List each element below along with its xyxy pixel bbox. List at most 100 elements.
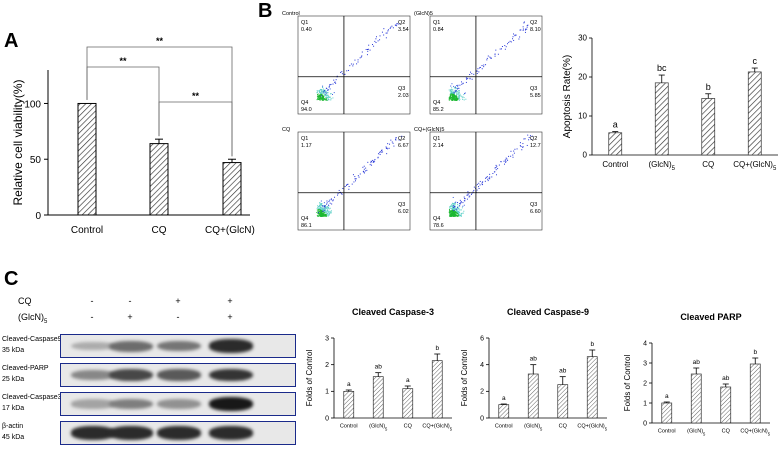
x-tick-label: (GlcN)5 xyxy=(369,424,388,432)
panel-letter-a: A xyxy=(4,30,19,52)
flow-dot xyxy=(320,92,322,94)
flow-dot xyxy=(365,48,367,50)
flow-dot xyxy=(324,89,326,91)
flow-dot xyxy=(456,85,458,87)
flow-dot xyxy=(324,94,326,96)
q3-label: Q3 xyxy=(530,86,537,92)
flow-dot xyxy=(456,209,458,211)
flow-dot xyxy=(375,38,377,40)
flow-dot xyxy=(450,214,452,216)
flow-dot xyxy=(494,171,496,173)
flow-dot xyxy=(395,24,397,26)
q1-value: 0.84 xyxy=(433,27,444,33)
flow-dot xyxy=(496,165,498,167)
flow-dot xyxy=(323,97,325,99)
flow-dot xyxy=(319,215,321,217)
flow-dot xyxy=(451,89,453,91)
flow-dot xyxy=(452,90,454,92)
q2-label: Q2 xyxy=(398,20,405,26)
flow-dot xyxy=(514,35,516,37)
flow-dot xyxy=(320,93,322,95)
flow-dot xyxy=(522,143,524,145)
flow-dot xyxy=(469,77,471,79)
flow-dot xyxy=(454,87,456,89)
flow-dot xyxy=(324,209,326,211)
flow-dot xyxy=(524,138,526,140)
x-tick-label: CQ+(GlcN)5 xyxy=(205,225,255,240)
flow-dot xyxy=(328,96,330,98)
x-tick-label: Control xyxy=(495,424,513,430)
flow-dots xyxy=(448,21,529,101)
flow-dot xyxy=(453,87,455,89)
flow-dot xyxy=(323,208,325,210)
flow-dot xyxy=(328,211,330,213)
blot-band xyxy=(209,339,253,353)
flow-dot xyxy=(466,198,468,200)
blot-band xyxy=(109,426,153,440)
flow-dot xyxy=(322,213,324,215)
flow-dot xyxy=(377,40,379,42)
flow-dot xyxy=(530,138,532,140)
flow-dot xyxy=(452,212,454,214)
flow-dot xyxy=(453,212,455,214)
flow-dot xyxy=(450,89,452,91)
condition-sign: - xyxy=(176,312,180,322)
flow-dot xyxy=(318,211,320,213)
flow-dot xyxy=(321,206,323,208)
flow-dot xyxy=(324,215,326,217)
x-tick-label: (GlcN)5 xyxy=(649,160,676,172)
flow-dot xyxy=(324,91,326,93)
flow-dot xyxy=(379,151,381,153)
flow-dot xyxy=(457,88,459,90)
flow-dot xyxy=(526,26,528,28)
flow-dot xyxy=(458,214,460,216)
flow-dot xyxy=(319,204,321,206)
flow-dot xyxy=(323,209,325,211)
flow-dot xyxy=(322,209,324,211)
q1-value: 0.40 xyxy=(301,27,312,33)
y-tick-label: 3 xyxy=(325,335,329,342)
flow-dot xyxy=(381,31,383,33)
flow-dot xyxy=(462,82,464,84)
flow-dot xyxy=(473,73,475,75)
flow-dot xyxy=(452,205,454,207)
flow-dot xyxy=(337,193,339,195)
flow-dot xyxy=(520,29,522,31)
significance-label: ** xyxy=(119,56,127,66)
flow-dot xyxy=(342,187,344,189)
flow-dot xyxy=(466,78,468,80)
significance-letter: b xyxy=(753,349,757,356)
flow-dot xyxy=(316,207,318,209)
bar-2 xyxy=(402,388,414,419)
condition-sign: - xyxy=(90,312,94,322)
flow-dot xyxy=(451,214,453,216)
chart-title: Cleaved PARP xyxy=(680,312,741,322)
x-tick-label: Control xyxy=(658,429,676,435)
flow-dot xyxy=(522,28,524,30)
bar-0 xyxy=(661,402,673,424)
flow-dot xyxy=(459,84,461,86)
flow-dot xyxy=(321,91,323,93)
flow-dot xyxy=(320,89,322,91)
flow-dot xyxy=(363,165,365,167)
flow-dot xyxy=(455,98,457,100)
panel-b-flow-plots: Control Q1 0.40 Q2 3.54 Q4 94.0 Q3 2.03 (GlcN)5 Q1… xyxy=(282,0,544,240)
flow-dot xyxy=(320,94,322,96)
flow-dot xyxy=(452,96,454,98)
flow-dot xyxy=(449,92,451,94)
flow-dot xyxy=(512,154,514,156)
flow-dot xyxy=(327,93,329,95)
flow-dot xyxy=(454,89,456,91)
flow-dot xyxy=(322,208,324,210)
flow-dot xyxy=(508,155,510,157)
blot-band xyxy=(209,426,253,440)
flow-dot xyxy=(467,191,469,193)
flow-dot xyxy=(450,89,452,91)
bar-3 xyxy=(431,360,443,419)
flow-title: CQ+(GlcN)5 xyxy=(414,127,444,133)
flow-dot xyxy=(519,142,521,144)
flow-dot xyxy=(320,94,322,96)
flow-dot xyxy=(348,188,350,190)
